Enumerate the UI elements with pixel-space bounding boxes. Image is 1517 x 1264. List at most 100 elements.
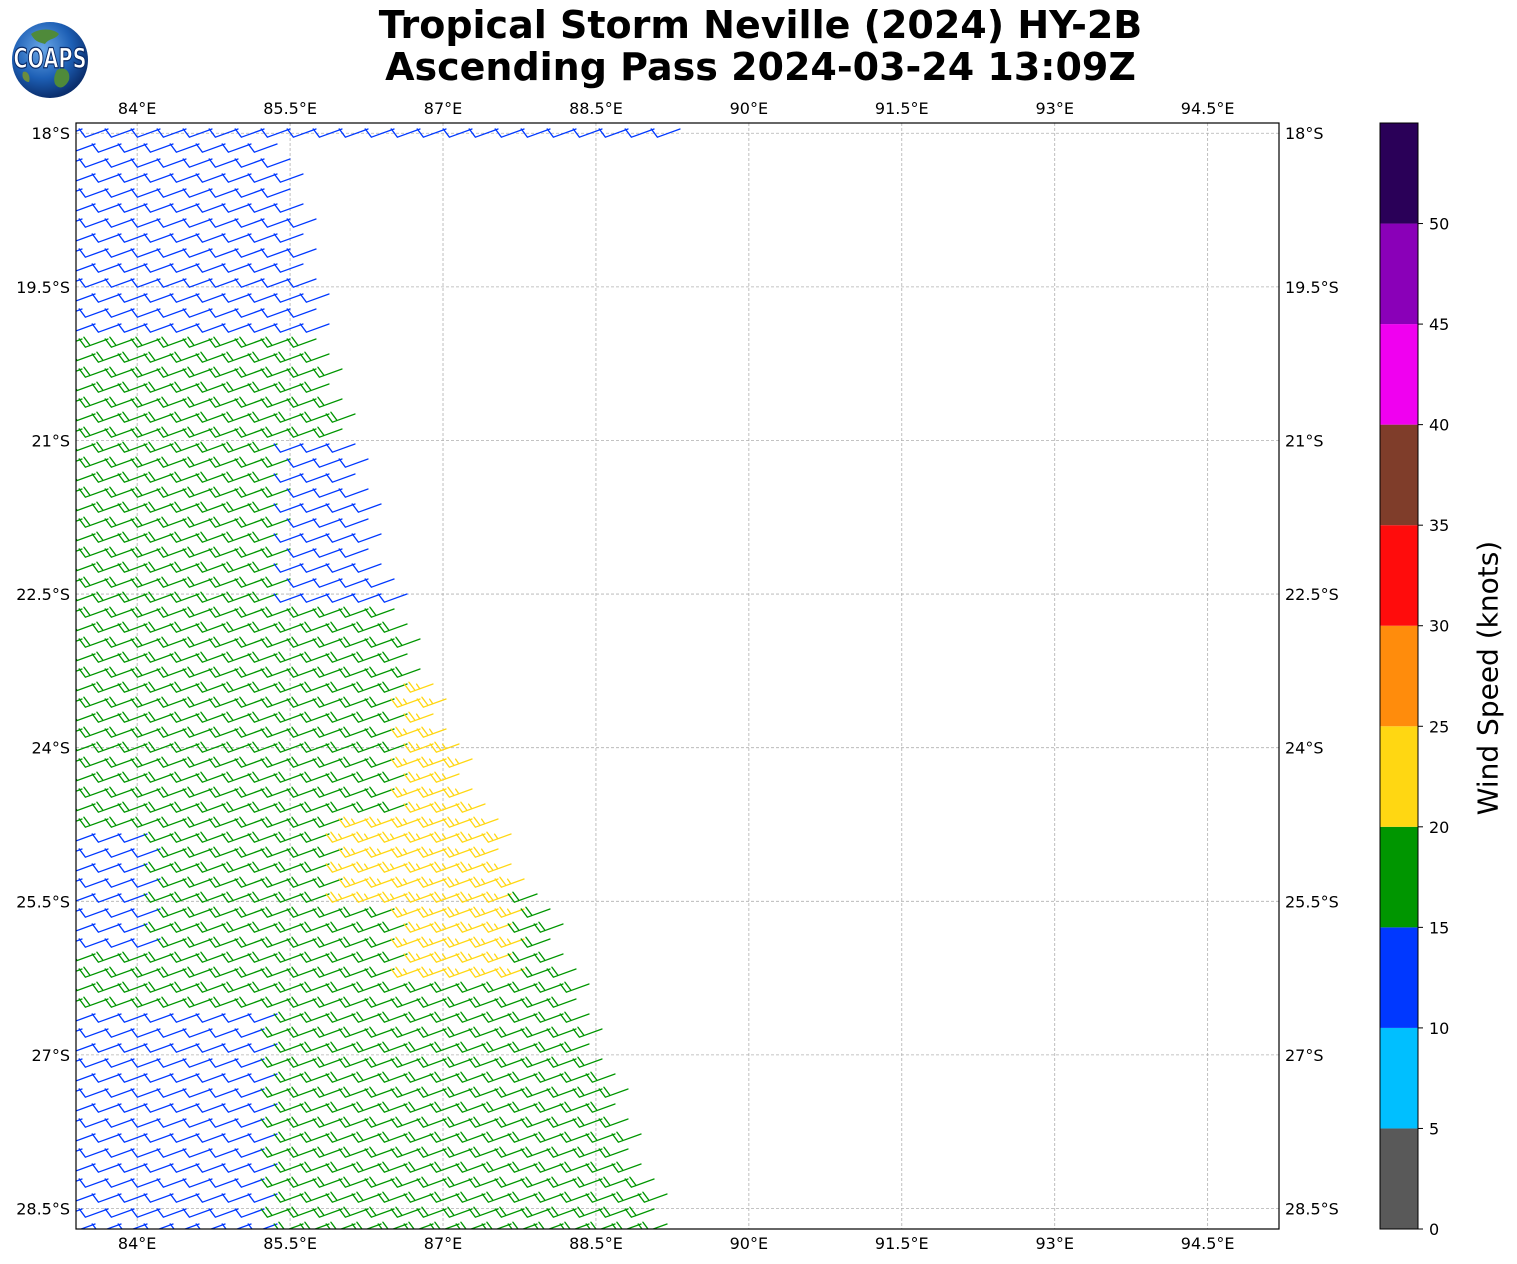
wind-barb: [169, 1223, 200, 1229]
wind-barb: [195, 411, 226, 423]
wind-barb: [507, 1131, 538, 1143]
wind-barb: [364, 128, 395, 138]
wind-barb: [221, 711, 252, 723]
wind-barb: [78, 576, 109, 588]
wind-barb: [143, 323, 174, 333]
wind-barb: [221, 531, 252, 543]
wind-barb: [130, 516, 161, 528]
wind-barb: [234, 1058, 265, 1068]
wind-barb: [585, 1221, 616, 1229]
wind-barb: [156, 966, 187, 978]
wind-barb: [273, 323, 304, 333]
wind-barb: [325, 621, 356, 633]
colorbar-label: Wind Speed (knots): [1471, 540, 1505, 816]
wind-barb: [247, 771, 278, 783]
wind-barb: [208, 1148, 239, 1158]
wind-barb: [117, 351, 148, 363]
wind-barb: [325, 443, 356, 453]
wind-barb: [234, 816, 265, 828]
wind-barb: [520, 1146, 551, 1158]
wind-barb: [182, 278, 213, 288]
wind-barb: [312, 1206, 343, 1218]
wind-barb: [208, 786, 239, 798]
wind-barb: [221, 741, 252, 753]
wind-barb: [546, 966, 577, 978]
lat-tick-label: 27°S: [1285, 1046, 1324, 1065]
wind-barb: [143, 771, 174, 783]
wind-barb: [416, 1026, 447, 1038]
wind-barb: [455, 1071, 486, 1083]
wind-barb: [273, 861, 304, 873]
wind-barb: [208, 546, 239, 558]
wind-barb: [130, 696, 161, 708]
wind-barb: [403, 831, 434, 843]
wind-barb: [273, 203, 304, 213]
wind-barb: [325, 533, 356, 543]
wind-barb: [377, 921, 408, 933]
wind-barb: [312, 488, 343, 498]
wind-barb: [221, 1013, 252, 1023]
wind-barb: [208, 516, 239, 528]
wind-barb: [169, 861, 200, 873]
wind-barb: [273, 173, 304, 183]
wind-barb: [390, 696, 421, 708]
wind-barb: [442, 906, 473, 918]
wind-barb: [76, 128, 83, 132]
wind-barb: [247, 381, 278, 393]
wind-barb: [559, 981, 590, 993]
wind-barb: [234, 426, 265, 438]
wind-barb: [455, 891, 486, 903]
wind-barb: [338, 726, 369, 738]
wind-barb: [403, 1011, 434, 1023]
wind-barb: [507, 1221, 538, 1229]
wind-barb: [195, 381, 226, 393]
wind-barb: [247, 1223, 278, 1229]
wind-barb: [390, 1116, 421, 1128]
wind-barb: [143, 801, 174, 813]
map-title-line1: Tropical Storm Neville (2024) HY-2B: [378, 3, 1143, 47]
colorbar-bin: [1380, 726, 1418, 827]
wind-barb: [299, 1221, 330, 1229]
wind-barb: [78, 756, 109, 768]
wind-barb: [208, 816, 239, 828]
wind-barb: [325, 891, 356, 903]
wind-barb: [312, 578, 343, 588]
wind-barb: [117, 621, 148, 633]
wind-barb: [117, 1133, 148, 1143]
wind-barb: [182, 366, 213, 378]
lon-tick-label: 85.5°E: [263, 99, 317, 118]
wind-barb: [208, 576, 239, 588]
wind-barb: [468, 1206, 499, 1218]
wind-barb: [91, 981, 122, 993]
wind-barb: [234, 846, 265, 858]
wind-barb: [78, 696, 109, 708]
wind-barb: [195, 203, 226, 213]
wind-barb: [78, 726, 109, 738]
wind-barb: [507, 891, 538, 903]
wind-barb: [286, 1176, 317, 1188]
wind-barb: [143, 621, 174, 633]
wind-barb: [416, 128, 447, 138]
wind-barb: [156, 308, 187, 318]
wind-barb: [377, 1041, 408, 1053]
wind-barb: [429, 801, 460, 813]
lon-tick-label: 91.5°E: [875, 99, 929, 118]
wind-barb: [325, 563, 356, 573]
colorbar-bin: [1380, 625, 1418, 727]
wind-barb: [195, 831, 226, 843]
wind-barb: [442, 816, 473, 828]
wind-barb: [312, 966, 343, 978]
wind-barb: [208, 336, 239, 348]
wind-barb: [117, 801, 148, 813]
wind-barb: [78, 308, 109, 318]
wind-barb: [156, 906, 187, 918]
wind-barb: [221, 1043, 252, 1053]
wind-barb: [325, 771, 356, 783]
wind-barb: [91, 741, 122, 753]
wind-barb: [117, 651, 148, 663]
wind-barb: [130, 366, 161, 378]
wind-barb: [143, 921, 174, 933]
wind-barb: [286, 308, 317, 318]
wind-barb: [533, 1161, 564, 1173]
wind-barb: [117, 203, 148, 213]
